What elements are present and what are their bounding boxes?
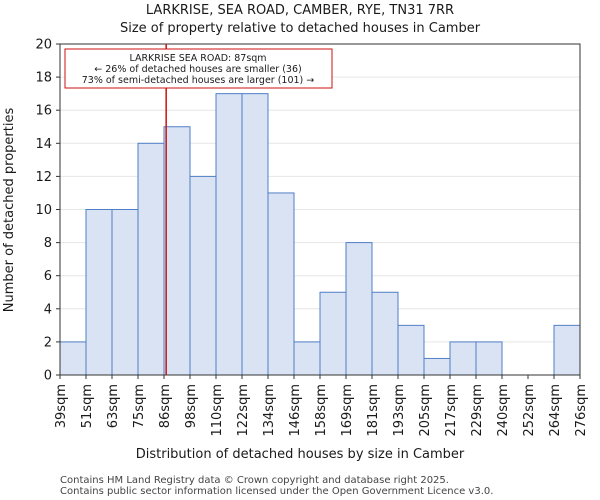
x-tick-label: 134sqm <box>262 384 277 437</box>
bar-169sqm <box>345 242 373 376</box>
y-axis-ticks: 0 2 4 6 8 10 12 14 16 18 20 <box>35 38 60 384</box>
bar-181sqm <box>371 291 399 376</box>
y-tick-label: 18 <box>35 71 52 86</box>
bar-98sqm <box>189 175 217 376</box>
bar-146sqm <box>293 341 321 376</box>
footer-line-1: Contains HM Land Registry data © Crown c… <box>60 475 449 486</box>
annotation-line-3: 73% of semi-detached houses are larger (… <box>82 75 315 86</box>
y-tick-label: 6 <box>44 269 52 284</box>
y-tick-label: 0 <box>44 369 52 384</box>
bar-205sqm <box>423 357 451 376</box>
x-tick-label: 240sqm <box>496 384 511 437</box>
y-tick-label: 14 <box>35 137 52 152</box>
annotation-frame <box>64 48 333 89</box>
x-tick-label: 205sqm <box>418 384 433 437</box>
bar-51sqm <box>85 209 113 376</box>
x-tick-label: 75sqm <box>132 384 147 428</box>
x-tick-label: 252sqm <box>522 384 537 437</box>
bar-217sqm <box>449 341 477 376</box>
x-tick-label: 264sqm <box>548 384 563 437</box>
bars <box>59 93 581 376</box>
bar-193sqm <box>397 324 425 376</box>
y-tick-label: 12 <box>35 170 52 185</box>
x-tick-label: 158sqm <box>314 384 329 437</box>
x-tick-label: 51sqm <box>80 384 95 428</box>
x-tick-label: 217sqm <box>444 384 459 437</box>
bar-63sqm <box>111 209 139 376</box>
y-tick-label: 10 <box>35 203 52 218</box>
x-tick-label: 98sqm <box>184 384 199 428</box>
x-axis-label: Distribution of detached houses by size … <box>136 447 465 462</box>
annotation-box: LARKRISE SEA ROAD: 87sqm ← 26% of detach… <box>64 48 333 89</box>
bar-122sqm <box>241 93 269 376</box>
bar-158sqm <box>319 291 347 376</box>
chart-subtitle: Size of property relative to detached ho… <box>120 21 481 36</box>
y-tick-label: 20 <box>35 38 52 53</box>
bar-86sqm <box>163 126 191 376</box>
x-tick-label: 122sqm <box>236 384 251 437</box>
y-tick-label: 8 <box>44 236 52 251</box>
x-tick-label: 39sqm <box>54 384 69 428</box>
x-tick-label: 181sqm <box>366 384 381 437</box>
bar-229sqm <box>475 341 503 376</box>
x-tick-label: 193sqm <box>392 384 407 437</box>
x-tick-label: 86sqm <box>158 384 173 428</box>
x-tick-label: 63sqm <box>106 384 121 428</box>
x-tick-label: 229sqm <box>470 384 485 437</box>
x-axis-ticks: 39sqm 51sqm 63sqm 75sqm 86sqm 98sqm 110sqm 122s… <box>54 375 589 437</box>
x-tick-label: 146sqm <box>288 384 303 437</box>
y-axis-label: Number of detached properties <box>2 108 17 313</box>
annotation-line-2: ← 26% of detached houses are smaller (36… <box>94 64 301 75</box>
x-tick-label: 276sqm <box>574 384 589 437</box>
bar-264sqm <box>553 324 581 376</box>
y-tick-label: 4 <box>44 302 52 317</box>
x-tick-label: 169sqm <box>340 384 355 437</box>
y-tick-label: 2 <box>44 335 52 350</box>
bar-134sqm <box>267 192 295 376</box>
annotation-line-1: LARKRISE SEA ROAD: 87sqm <box>129 53 266 64</box>
chart-title: LARKRISE, SEA ROAD, CAMBER, RYE, TN31 7R… <box>146 3 454 18</box>
x-tick-label: 110sqm <box>210 384 225 437</box>
bar-110sqm <box>215 93 243 376</box>
bar-39sqm <box>59 341 87 376</box>
plot-frame <box>59 43 581 376</box>
bar-75sqm <box>137 142 165 376</box>
footer-line-2: Contains public sector information licen… <box>60 486 493 497</box>
y-tick-label: 16 <box>35 104 52 119</box>
